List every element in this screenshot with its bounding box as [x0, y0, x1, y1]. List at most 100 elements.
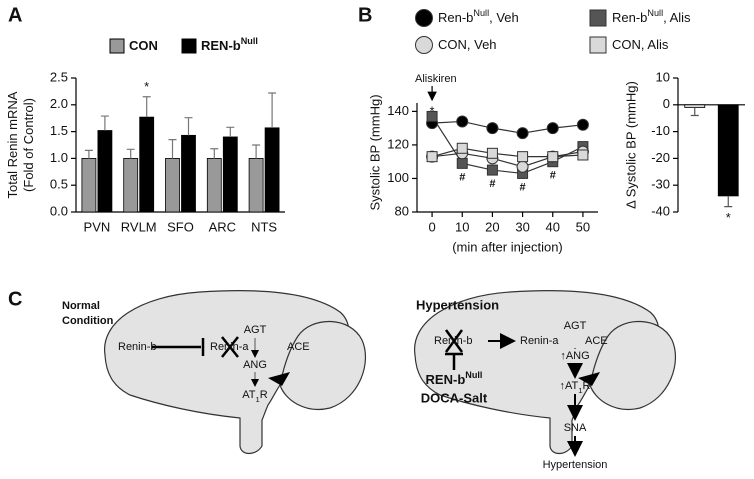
node-label: Renin-a	[210, 341, 249, 353]
marker	[486, 147, 498, 159]
bar	[123, 157, 139, 213]
annotation: #	[520, 181, 526, 193]
marker	[516, 127, 529, 140]
legend-label: CON, Veh	[438, 37, 497, 52]
label-part: , Alis	[663, 10, 691, 25]
node-label: Renin-b	[118, 341, 157, 353]
annotation: Aliskiren	[415, 73, 457, 85]
y-tick-label: 1.0	[50, 150, 68, 165]
label-part: R	[583, 380, 591, 392]
bar	[206, 157, 222, 213]
label-part: REN-b	[426, 372, 466, 387]
y-tick-label: 0.5	[50, 177, 68, 192]
cross	[221, 336, 239, 358]
label-part: 1	[256, 395, 260, 404]
node-label: Renin-a	[520, 335, 559, 347]
error-bar	[268, 92, 277, 128]
label-part: REN-b	[201, 38, 241, 53]
y-tick-label: 140	[387, 103, 409, 118]
label-part: R	[260, 389, 268, 401]
label-part: , Veh	[489, 10, 519, 25]
x-tick-label: 20	[485, 219, 499, 234]
marker	[426, 110, 438, 122]
y-tick-label: -10	[651, 123, 670, 138]
diagram-title: Normal	[62, 300, 100, 312]
y-tick-label: 0.0	[50, 203, 68, 218]
node-label: ↑ANG	[560, 350, 589, 362]
error-bar	[126, 148, 135, 159]
y-axis-label: Δ Systolic BP (mmHg)	[623, 81, 638, 209]
label-part: Null	[473, 8, 489, 18]
bar	[81, 157, 97, 213]
marker	[426, 151, 438, 163]
bar	[97, 130, 113, 213]
y-tick-label: -30	[651, 177, 670, 192]
label-part: ↑AT	[560, 380, 579, 392]
bar	[248, 157, 264, 213]
x-tick-label: NTS	[251, 219, 277, 234]
bar	[264, 127, 280, 213]
bar	[684, 104, 706, 108]
label-part: Ren-b	[438, 10, 473, 25]
x-tick-label: 30	[515, 219, 529, 234]
error-bar	[252, 144, 261, 159]
x-tick-label: RVLM	[121, 219, 157, 234]
x-tick-label: 10	[455, 219, 469, 234]
y-axis-label-line: (Fold of Control)	[21, 98, 36, 192]
x-tick-label: 50	[576, 219, 590, 234]
error-bar	[100, 115, 109, 131]
legend-label: Ren-bNull, Alis	[612, 8, 691, 25]
legend-marker	[415, 9, 433, 27]
annotation: *	[430, 103, 435, 118]
node-label: ↑AT1R	[560, 380, 591, 395]
y-tick-label: 10	[656, 69, 670, 84]
legend-label: Ren-bNull, Veh	[438, 8, 519, 25]
x-tick-label: PVN	[84, 219, 111, 234]
marker	[456, 115, 469, 128]
panel-label: B	[358, 4, 372, 26]
node-label: ANG	[243, 359, 267, 371]
marker	[456, 142, 468, 154]
label-part: 1	[578, 386, 582, 395]
legend-swatch	[109, 38, 125, 54]
label-part: CON, Veh	[438, 37, 497, 52]
label-part: AT	[242, 389, 256, 401]
y-tick-label: 1.5	[50, 123, 68, 138]
y-axis-label: Total Renin mRNA(Fold of Control)	[5, 91, 36, 198]
annotation: #	[550, 170, 556, 182]
node-label: AT1R	[242, 389, 268, 404]
y-tick-label: -20	[651, 150, 670, 165]
annotation: #	[459, 171, 465, 183]
label-part: CON, Alis	[612, 37, 669, 52]
legend-marker	[589, 9, 607, 27]
node-label: Hypertension	[543, 459, 608, 471]
y-tick-label: 0	[663, 96, 670, 111]
label-part: Null	[647, 8, 663, 18]
node-label: DOCA-Salt	[421, 390, 488, 405]
x-tick-label: 0	[428, 219, 435, 234]
marker	[546, 122, 559, 135]
error-bar	[226, 126, 235, 137]
y-tick-label: 80	[395, 203, 409, 218]
y-axis-label: Systolic BP (mmHg)	[367, 94, 382, 210]
error-bar	[724, 195, 733, 208]
series-line	[432, 120, 583, 134]
legend-label: REN-bNull	[201, 36, 258, 53]
y-axis-label-line: Total Renin mRNA	[5, 91, 20, 198]
bar	[222, 136, 238, 213]
error-bar	[210, 148, 219, 159]
legend-marker	[589, 36, 607, 54]
marker	[547, 151, 559, 163]
marker	[576, 118, 589, 131]
panel-label: C	[8, 288, 22, 310]
node-label: SNA	[564, 422, 587, 434]
annotation: *	[726, 210, 731, 225]
label-part: CON	[129, 38, 158, 53]
bar	[165, 157, 180, 213]
node-label: AGT	[244, 324, 267, 336]
marker	[577, 149, 589, 161]
y-tick-label: 120	[387, 136, 409, 151]
legend-label: CON	[129, 38, 158, 53]
legend-marker	[415, 36, 433, 54]
